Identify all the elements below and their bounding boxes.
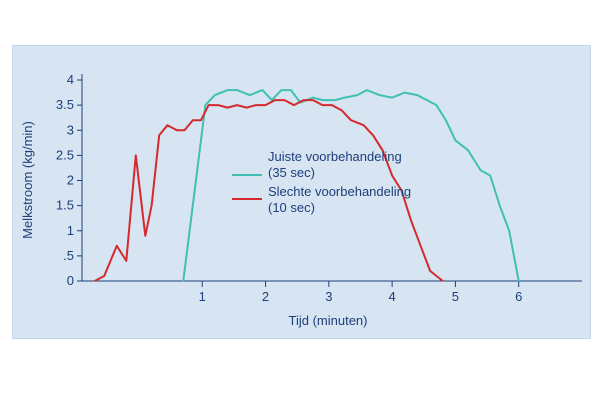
legend-label-juiste: Juiste voorbehandeling — [268, 149, 402, 164]
data-point — [454, 139, 457, 141]
data-point — [176, 129, 178, 131]
data-point — [321, 104, 324, 106]
y-tick-label: 1.5 — [56, 198, 74, 213]
y-tick-label: 0 — [67, 273, 74, 288]
data-point — [283, 99, 286, 101]
y-tick-label: 2 — [67, 173, 74, 188]
legend: Juiste voorbehandeling (35 sec) Slechte … — [232, 149, 411, 215]
data-point — [214, 94, 216, 96]
data-point — [480, 169, 482, 172]
data-point — [293, 104, 295, 106]
data-point — [166, 124, 169, 126]
data-point — [188, 230, 191, 232]
data-point — [382, 149, 384, 151]
data-point — [226, 89, 229, 91]
data-point — [249, 94, 251, 96]
data-point — [125, 260, 127, 262]
data-point — [192, 119, 194, 121]
x-tick-label: 2 — [262, 289, 269, 304]
y-tick-label: 3 — [67, 122, 74, 137]
data-point — [331, 104, 333, 106]
data-point — [391, 96, 393, 99]
data-point — [144, 235, 146, 237]
data-point — [151, 205, 153, 207]
data-point — [103, 275, 105, 277]
data-point — [226, 107, 229, 109]
data-point — [271, 99, 273, 101]
data-point — [207, 104, 210, 106]
y-axis-title: Melkstroom (kg/min) — [20, 121, 35, 239]
data-point — [350, 119, 352, 121]
y-tick-label: 4 — [67, 72, 74, 87]
data-point — [255, 104, 257, 106]
y-axis-ticks: 0 .5 1 1.5 2 2.5 3 3.5 4 — [56, 72, 82, 288]
data-point — [94, 280, 96, 282]
y-tick-label: 1 — [67, 223, 74, 238]
data-point — [344, 96, 346, 99]
x-axis-title: Tijd (minuten) — [289, 313, 368, 328]
data-point — [334, 99, 336, 101]
data-point — [236, 104, 238, 106]
data-point — [508, 230, 510, 232]
y-tick-label: 2.5 — [56, 147, 74, 162]
data-point — [312, 96, 314, 99]
data-point — [321, 99, 324, 101]
data-point — [200, 119, 202, 121]
data-point — [182, 280, 184, 282]
data-point — [416, 94, 419, 96]
x-tick-label: 1 — [199, 289, 206, 304]
data-point — [217, 104, 219, 106]
data-point — [435, 104, 438, 106]
y-tick-label: 3.5 — [56, 97, 74, 112]
data-point — [363, 124, 365, 126]
data-point — [467, 149, 469, 151]
data-point — [420, 245, 422, 247]
y-tick-label: .5 — [63, 248, 74, 263]
data-point — [410, 220, 412, 222]
x-tick-label: 6 — [515, 289, 522, 304]
x-tick-label: 5 — [452, 289, 459, 304]
data-point — [302, 99, 305, 101]
data-point — [261, 89, 263, 91]
data-point — [116, 245, 118, 247]
data-point — [378, 94, 381, 96]
series-layer — [94, 89, 520, 282]
data-point — [442, 280, 444, 282]
data-point — [158, 134, 160, 136]
legend-sublabel-slechte: (10 sec) — [268, 200, 315, 215]
data-point — [391, 174, 393, 177]
data-point — [245, 107, 248, 109]
data-point — [429, 270, 431, 272]
legend-label-slechte: Slechte voorbehandeling — [268, 184, 411, 199]
data-point — [445, 119, 447, 121]
x-axis-ticks: 1 2 3 4 5 6 — [199, 281, 522, 304]
data-point — [280, 89, 282, 91]
data-point — [204, 104, 207, 106]
x-tick-label: 3 — [325, 289, 332, 304]
data-point — [489, 174, 491, 177]
data-point — [404, 91, 406, 94]
data-point — [264, 104, 267, 106]
data-point — [401, 189, 403, 192]
data-point — [290, 89, 292, 91]
x-tick-label: 4 — [389, 289, 396, 304]
data-point — [236, 89, 238, 91]
legend-sublabel-juiste: (35 sec) — [268, 165, 315, 180]
data-point — [518, 280, 520, 282]
data-point — [312, 99, 314, 101]
data-point — [183, 129, 186, 131]
data-point — [499, 205, 501, 207]
data-point — [274, 99, 276, 101]
axes — [81, 74, 582, 282]
data-point — [356, 94, 358, 96]
data-point — [366, 89, 368, 91]
data-point — [372, 134, 374, 136]
series-line-slechte — [94, 99, 444, 282]
data-point — [340, 109, 343, 111]
data-point — [135, 154, 137, 156]
